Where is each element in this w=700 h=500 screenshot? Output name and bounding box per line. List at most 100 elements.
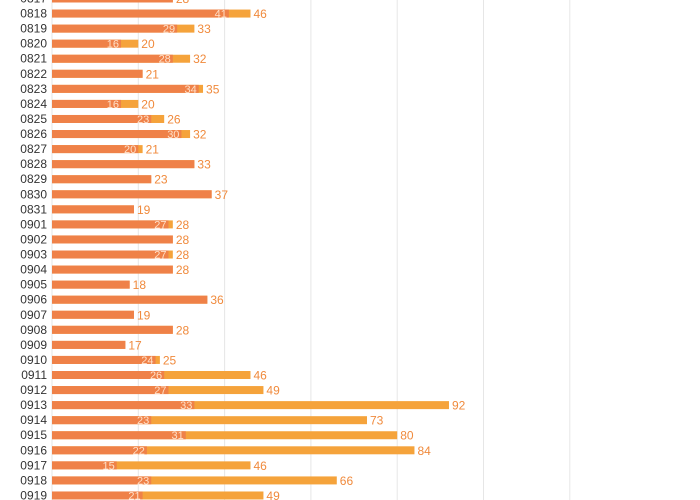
category-label: 0906 — [20, 293, 47, 307]
category-label: 0919 — [20, 488, 47, 500]
total-value-label: 84 — [417, 444, 431, 458]
category-label: 0829 — [20, 172, 47, 186]
bar-inner — [52, 265, 173, 274]
category-label: 0913 — [20, 398, 47, 412]
category-label: 0914 — [20, 413, 47, 427]
bar-total — [52, 401, 449, 410]
category-label: 0824 — [20, 97, 47, 111]
total-value-label: 32 — [193, 52, 207, 66]
category-label: 0918 — [20, 473, 47, 487]
inner-value-label: 15 — [102, 460, 114, 472]
category-label: 0915 — [20, 428, 47, 442]
bar-inner — [52, 114, 152, 123]
bar-inner — [52, 431, 186, 440]
category-label: 0904 — [20, 263, 47, 277]
total-value-label: 36 — [210, 293, 224, 307]
total-value-label: 28 — [176, 233, 190, 247]
category-label: 0820 — [20, 37, 47, 51]
category-label: 0917 — [20, 458, 47, 472]
total-value-label: 33 — [197, 158, 211, 172]
category-label: 0911 — [21, 368, 47, 382]
inner-value-label: 27 — [154, 385, 166, 397]
bar-inner — [52, 310, 134, 319]
inner-value-label: 29 — [163, 24, 175, 36]
inner-value-label: 24 — [141, 355, 153, 367]
category-label: 0822 — [20, 67, 47, 81]
inner-value-label: 21 — [128, 490, 140, 500]
category-label: 0909 — [20, 338, 47, 352]
total-value-label: 23 — [154, 173, 168, 187]
bar-inner — [52, 145, 139, 154]
bar-inner — [52, 491, 143, 500]
total-value-label: 28 — [176, 218, 190, 232]
inner-value-label: 16 — [107, 39, 119, 51]
bar-inner — [52, 340, 126, 349]
total-value-label: 92 — [452, 399, 466, 413]
total-value-label: 46 — [253, 369, 267, 383]
labels: 0817 28 0818 41 46 0819 29 33 0820 16 20 0821 28 32 08… — [20, 0, 465, 500]
total-value-label: 28 — [176, 248, 190, 262]
bar-inner — [52, 386, 169, 395]
inner-value-label: 26 — [150, 370, 162, 382]
bar-inner — [52, 371, 165, 379]
bar-inner — [52, 401, 195, 410]
bar-total — [52, 476, 337, 485]
bar-inner — [52, 355, 156, 364]
inner-value-label: 23 — [137, 114, 149, 126]
bar-inner — [52, 0, 173, 3]
bar-inner — [52, 205, 134, 214]
bar-inner — [52, 446, 147, 455]
inner-value-label: 22 — [133, 445, 145, 457]
category-label: 0903 — [20, 248, 47, 262]
category-label: 0908 — [20, 323, 47, 337]
bar-inner — [52, 99, 122, 108]
total-value-label: 28 — [176, 263, 190, 277]
bar-inner — [52, 295, 208, 304]
total-value-label: 19 — [137, 203, 151, 217]
bar-inner — [52, 175, 152, 184]
category-label: 0907 — [20, 308, 47, 322]
total-value-label: 18 — [133, 278, 147, 292]
total-value-label: 21 — [146, 67, 160, 81]
bar-inner — [52, 160, 195, 169]
total-value-label: 25 — [163, 353, 177, 367]
total-value-label: 37 — [215, 188, 229, 202]
bar-inner — [52, 325, 173, 334]
category-label: 0817 — [20, 0, 47, 6]
category-label: 0819 — [20, 22, 47, 36]
category-label: 0901 — [20, 217, 47, 231]
inner-value-label: 34 — [184, 84, 196, 96]
category-label: 0825 — [20, 112, 47, 126]
category-label: 0905 — [20, 278, 47, 292]
total-value-label: 46 — [253, 459, 267, 473]
inner-value-label: 16 — [107, 99, 119, 111]
inner-value-label: 33 — [180, 400, 192, 412]
total-value-label: 19 — [137, 308, 151, 322]
bar-inner — [52, 280, 130, 289]
total-value-label: 28 — [176, 323, 190, 337]
bar-inner — [52, 220, 169, 229]
category-label: 0818 — [20, 7, 47, 21]
bar-inner — [52, 84, 199, 93]
bar-inner — [52, 24, 178, 33]
category-label: 0902 — [20, 232, 47, 246]
category-label: 0828 — [20, 157, 47, 171]
bar-total — [52, 461, 251, 470]
total-value-label: 28 — [176, 0, 190, 6]
total-value-label: 49 — [266, 489, 280, 500]
inner-value-label: 23 — [137, 415, 149, 427]
grid-lines — [51, 0, 571, 500]
bar-total — [52, 431, 398, 440]
inner-value-label: 28 — [159, 54, 171, 66]
category-label: 0912 — [20, 383, 47, 397]
inner-value-label: 27 — [154, 250, 166, 262]
bar-inner — [52, 250, 169, 259]
total-value-label: 35 — [206, 82, 220, 96]
category-label: 0827 — [20, 142, 47, 156]
total-value-label: 32 — [193, 128, 207, 142]
bar-inner — [52, 130, 182, 139]
inner-value-label: 31 — [172, 430, 184, 442]
bar-inner — [52, 461, 117, 470]
category-label: 0910 — [20, 353, 47, 367]
